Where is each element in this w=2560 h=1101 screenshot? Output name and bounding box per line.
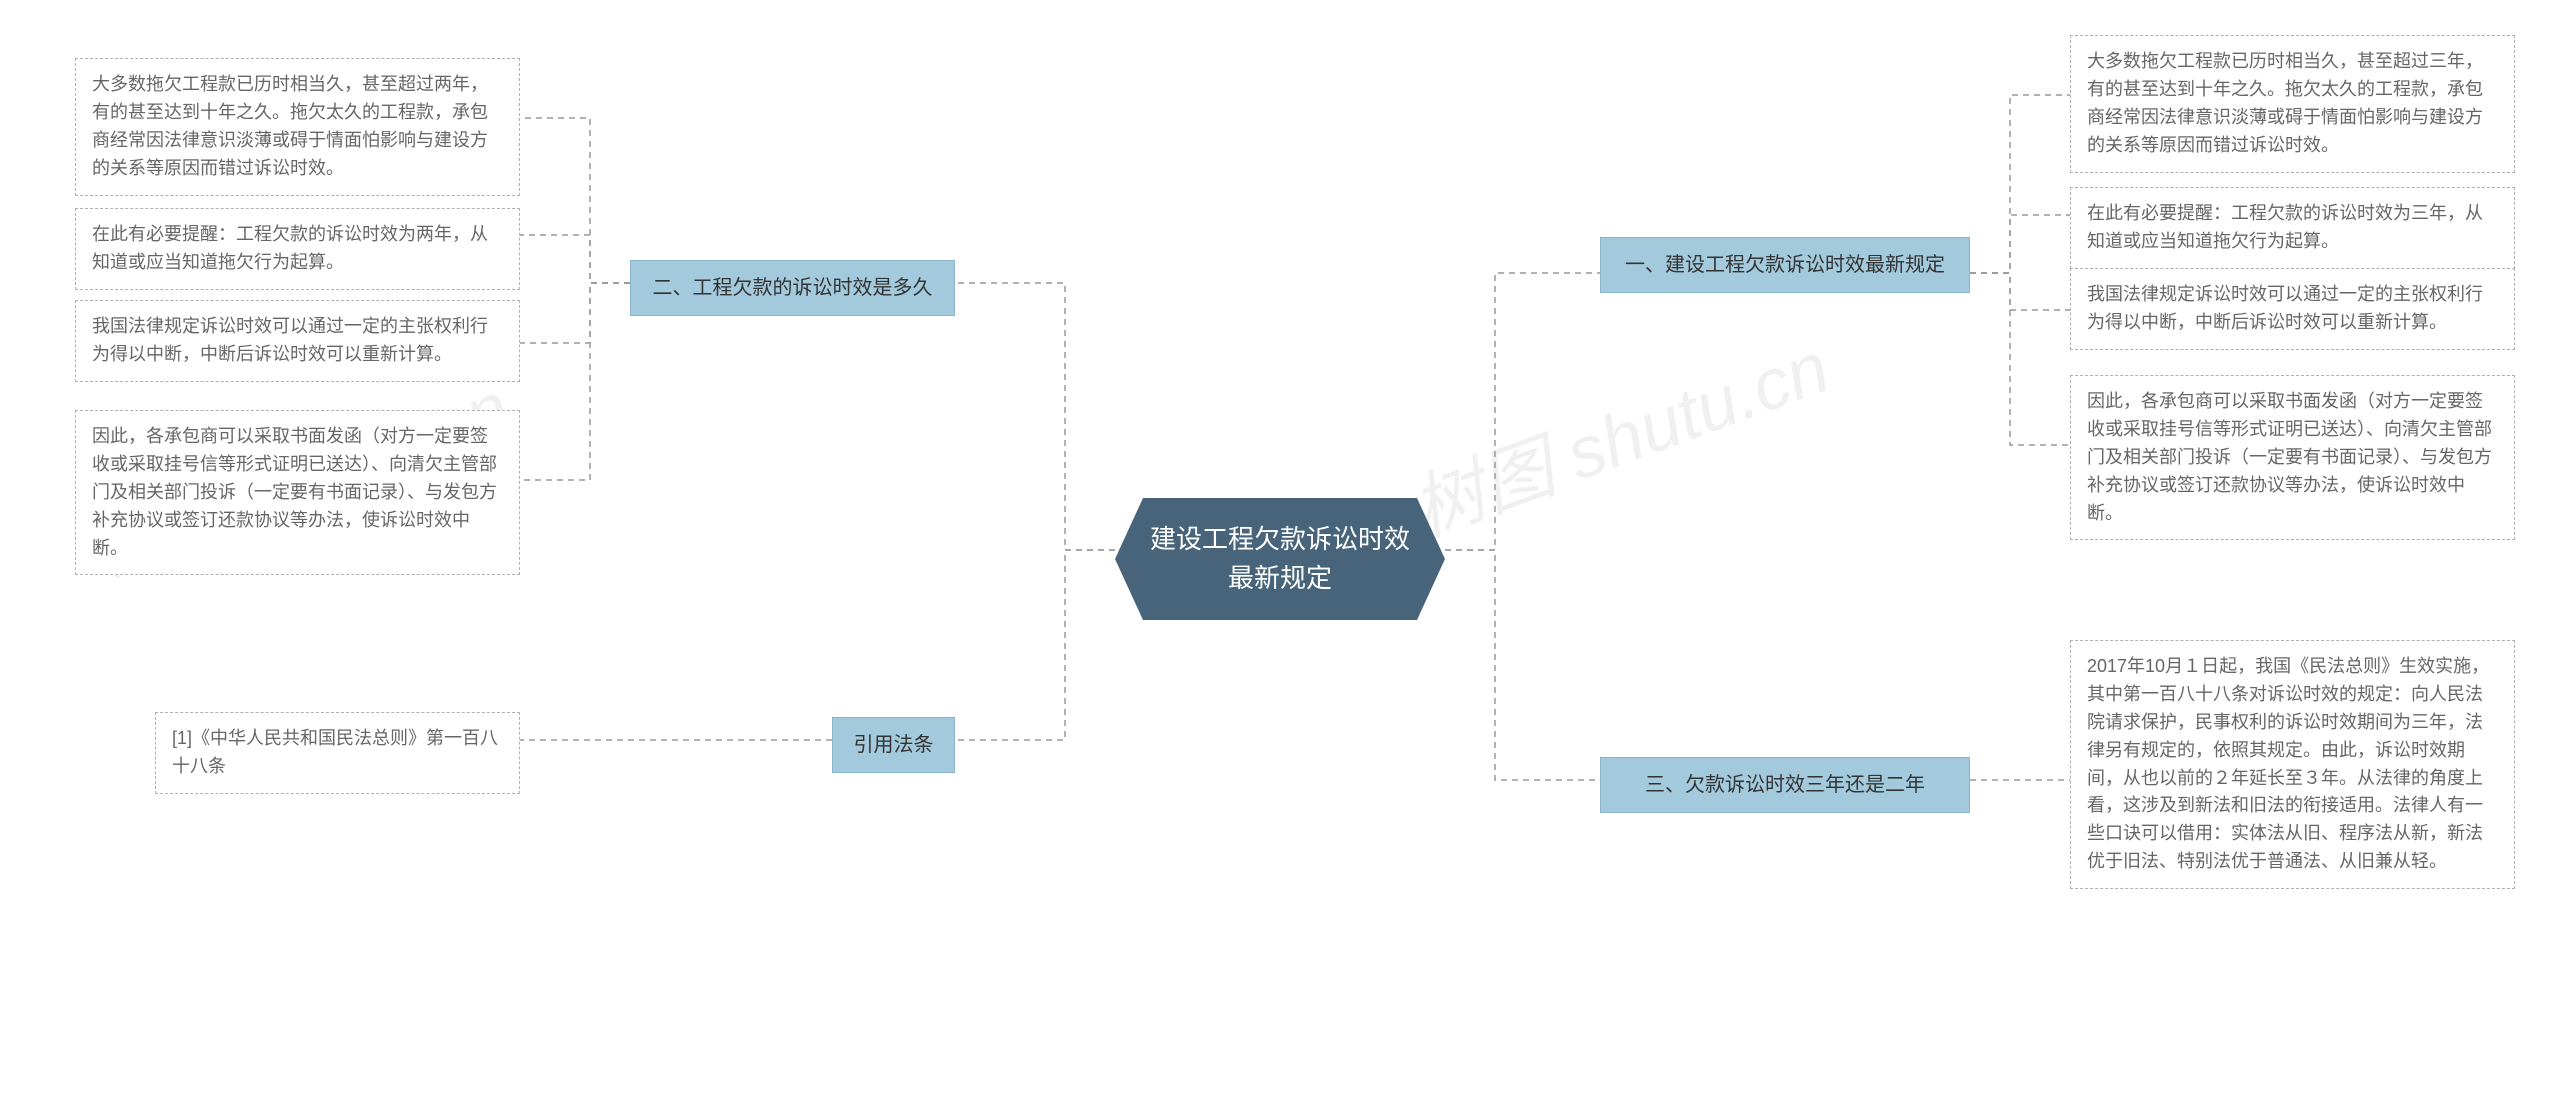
leaf-left-1-4: 因此，各承包商可以采取书面发函（对方一定要签收或采取挂号信等形式证明已送达）、向…: [75, 410, 520, 575]
root-node: 建设工程欠款诉讼时效最新规定: [1115, 498, 1445, 620]
leaf-right-1-4: 因此，各承包商可以采取书面发函（对方一定要签收或采取挂号信等形式证明已送达）、向…: [2070, 375, 2515, 540]
watermark: 树图 shutu.cn: [1395, 309, 1841, 557]
leaf-right-2-1: 2017年10月１日起，我国《民法总则》生效实施，其中第一百八十八条对诉讼时效的…: [2070, 640, 2515, 889]
leaf-left-1-2: 在此有必要提醒：工程欠款的诉讼时效为两年，从知道或应当知道拖欠行为起算。: [75, 208, 520, 290]
branch-left-2: 引用法条: [832, 717, 955, 773]
branch-right-1: 一、建设工程欠款诉讼时效最新规定: [1600, 237, 1970, 293]
leaf-left-1-3: 我国法律规定诉讼时效可以通过一定的主张权利行为得以中断，中断后诉讼时效可以重新计…: [75, 300, 520, 382]
branch-left-1: 二、工程欠款的诉讼时效是多久: [630, 260, 955, 316]
leaf-right-1-3: 我国法律规定诉讼时效可以通过一定的主张权利行为得以中断，中断后诉讼时效可以重新计…: [2070, 268, 2515, 350]
leaf-right-1-2: 在此有必要提醒：工程欠款的诉讼时效为三年，从知道或应当知道拖欠行为起算。: [2070, 187, 2515, 269]
branch-right-2: 三、欠款诉讼时效三年还是二年: [1600, 757, 1970, 813]
leaf-left-2-1: [1]《中华人民共和国民法总则》第一百八十八条: [155, 712, 520, 794]
leaf-right-1-1: 大多数拖欠工程款已历时相当久，甚至超过三年，有的甚至达到十年之久。拖欠太久的工程…: [2070, 35, 2515, 173]
leaf-left-1-1: 大多数拖欠工程款已历时相当久，甚至超过两年，有的甚至达到十年之久。拖欠太久的工程…: [75, 58, 520, 196]
